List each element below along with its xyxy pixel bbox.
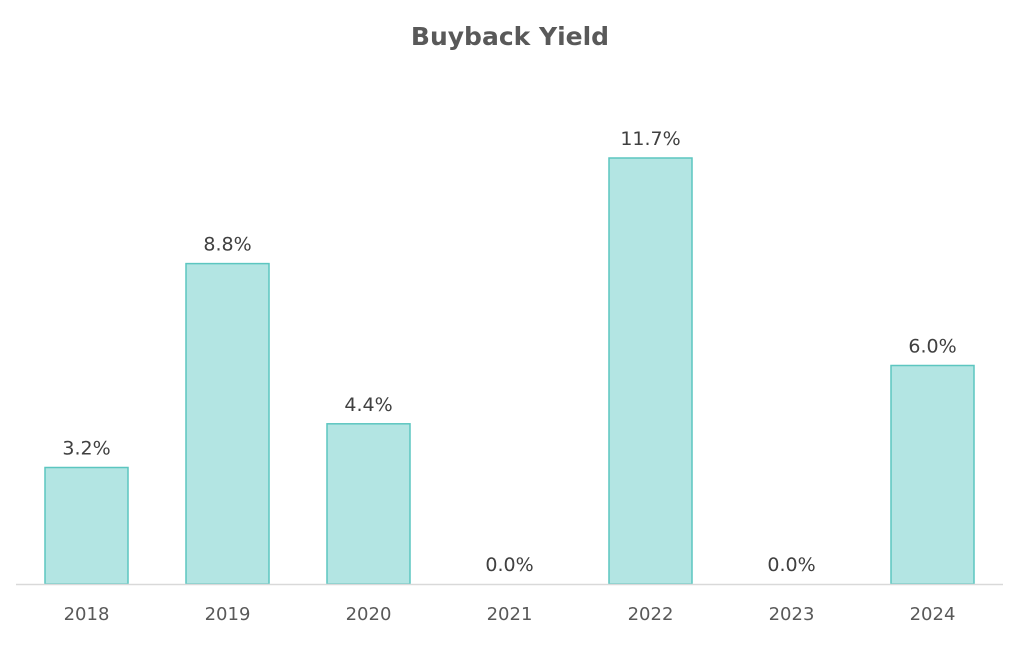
bar-2020 xyxy=(326,423,411,585)
data-labels-group: 3.2% 8.8% 4.4% 0.0% 11.7% 0.0% 6.0% xyxy=(62,128,956,576)
x-tick-label-2022: 2022 xyxy=(628,604,674,625)
x-tick-label-2021: 2021 xyxy=(487,604,533,625)
x-tick-label-2023: 2023 xyxy=(769,604,815,625)
data-label-2018: 3.2% xyxy=(62,438,110,460)
x-tick-label-2019: 2019 xyxy=(205,604,251,625)
chart-title: Buyback Yield xyxy=(411,22,609,51)
bar-2018 xyxy=(44,466,129,585)
data-label-2021: 0.0% xyxy=(485,554,533,576)
x-tick-label-2018: 2018 xyxy=(64,604,110,625)
data-label-2022: 11.7% xyxy=(620,128,680,150)
bar-2019 xyxy=(185,262,270,585)
bar-2022 xyxy=(608,157,693,585)
x-tick-label-2024: 2024 xyxy=(910,604,956,625)
data-label-2019: 8.8% xyxy=(203,234,251,256)
bars-group xyxy=(44,157,975,585)
x-axis-tick-labels: 2018 2019 2020 2021 2022 2023 2024 xyxy=(64,604,956,625)
data-label-2020: 4.4% xyxy=(344,394,392,416)
bar-2024 xyxy=(890,364,975,585)
data-label-2024: 6.0% xyxy=(908,336,956,358)
x-tick-label-2020: 2020 xyxy=(346,604,392,625)
data-label-2023: 0.0% xyxy=(767,554,815,576)
